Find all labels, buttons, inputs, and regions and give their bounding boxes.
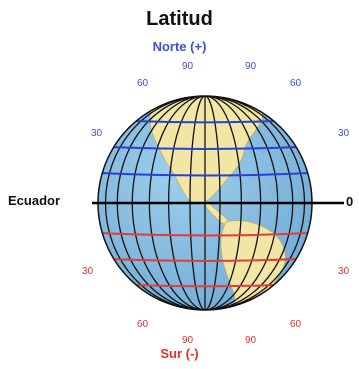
lat-label-90-south-left: 90 <box>182 335 194 346</box>
north-parallel-line <box>134 120 276 124</box>
equator-value: 0 <box>346 194 354 209</box>
south-parallel-line <box>111 258 299 262</box>
south-parallels <box>100 232 310 288</box>
lat-label-30-north-right: 30 <box>338 128 350 139</box>
lat-label-60-north-left: 60 <box>137 78 149 89</box>
north-label: Norte (+) <box>152 39 207 54</box>
lat-label-30-south-left: 30 <box>82 266 94 277</box>
lat-label-60-north-right: 60 <box>290 78 302 89</box>
greenland-landmass <box>231 96 263 99</box>
lat-label-90-south-right: 90 <box>245 335 257 346</box>
lat-label-30-north-left: 30 <box>91 128 103 139</box>
south-parallel-line <box>100 232 310 237</box>
lat-label-30-south-right: 30 <box>338 266 350 277</box>
north-parallels <box>100 120 310 177</box>
north-parallel-line <box>111 146 299 150</box>
equator-label: Ecuador <box>8 193 61 208</box>
north-parallel-line <box>100 172 310 177</box>
south-parallel-line <box>134 284 276 288</box>
lat-label-90-north-left: 90 <box>182 61 194 72</box>
diagram-title: Latitud <box>146 8 213 30</box>
lat-label-90-north-right: 90 <box>245 61 257 72</box>
south-label: Sur (-) <box>160 346 199 361</box>
lat-label-60-south-right: 60 <box>290 319 302 330</box>
lat-label-60-south-left: 60 <box>137 319 149 330</box>
